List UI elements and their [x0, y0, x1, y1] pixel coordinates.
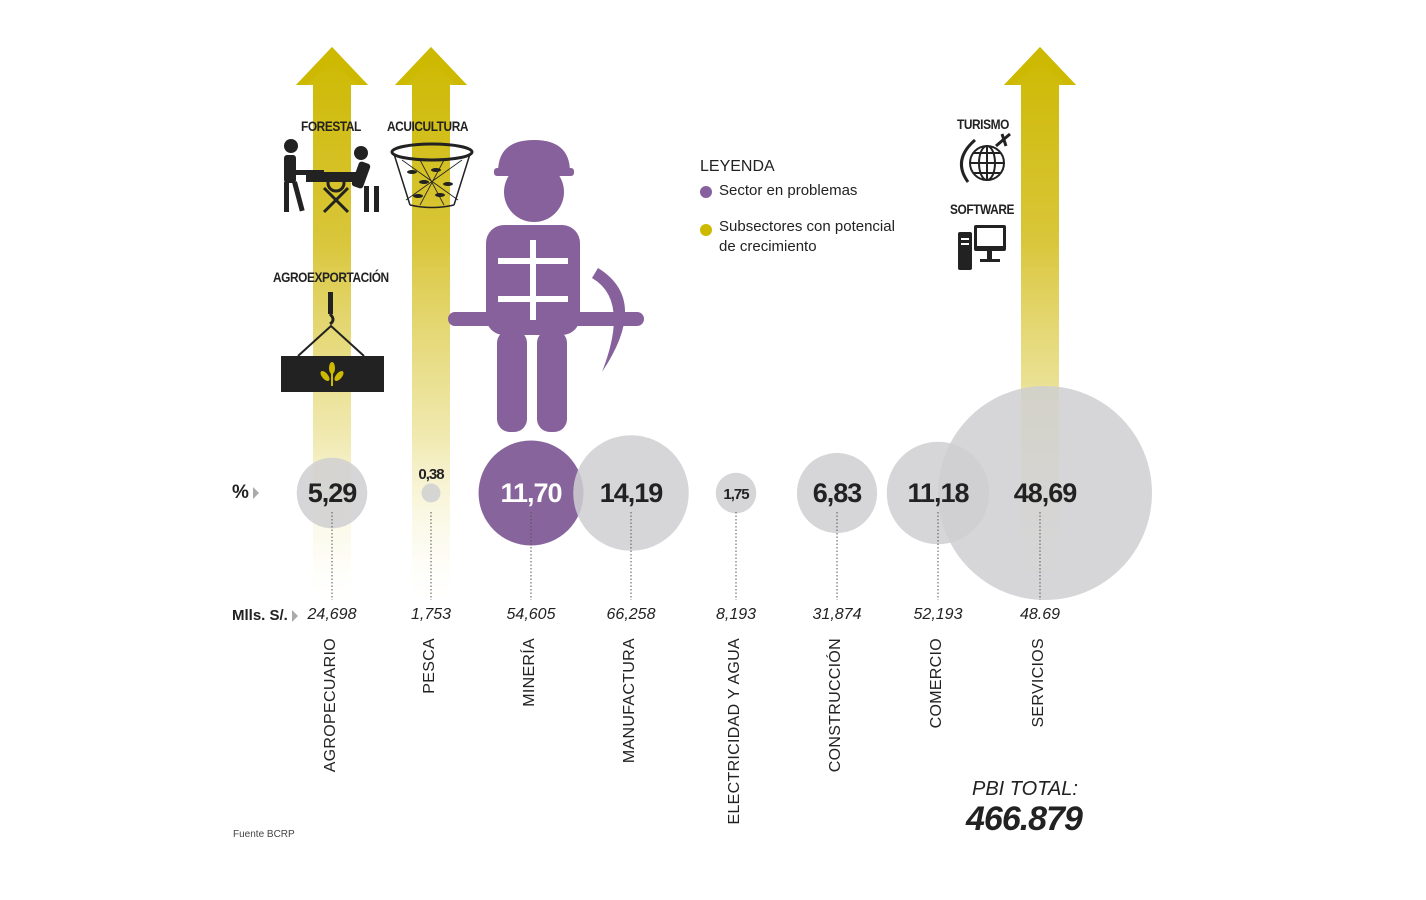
percent-value: 11,18 [907, 478, 969, 508]
bubble-0 [296, 457, 368, 529]
forestry-workers-icon [284, 139, 379, 214]
triangle-right-icon [291, 610, 298, 623]
percent-value: 48,69 [1014, 478, 1078, 508]
sector-label: PESCA [421, 638, 438, 694]
miner-worker-icon [448, 140, 644, 432]
aquaculture-net-icon [390, 142, 474, 209]
agroexport-crate-icon [281, 292, 384, 392]
percent-value: 14,19 [600, 478, 664, 508]
mils-value: 52,193 [913, 606, 963, 623]
bubble-4 [715, 472, 757, 514]
mils-value: 48.69 [1019, 606, 1061, 623]
sector-label: MINERÍA [521, 638, 538, 707]
yellow-dot-icon [700, 224, 712, 236]
percent-value: 6,83 [813, 478, 863, 508]
subsector-label-agroexportacion: AGROEXPORTACIÓN [273, 269, 389, 285]
arrow-head [1004, 47, 1076, 85]
bubble-1 [421, 483, 441, 503]
bubble-2 [478, 440, 584, 546]
tourism-globe-icon [959, 132, 1011, 183]
mils-label-text: Mlls. S/. [232, 607, 288, 624]
mils-value: 24,698 [307, 606, 357, 623]
source-note: Fuente BCRP [233, 829, 295, 840]
triangle-right-icon [252, 486, 259, 499]
bubble-3 [573, 435, 689, 551]
mils-value: 66,258 [606, 606, 656, 623]
arrow-head [395, 47, 467, 85]
percent-value: 11,70 [500, 478, 561, 508]
legend-item-potential: Subsectores con potencial de crecimiento [700, 217, 895, 257]
legend-title: LEYENDA [700, 158, 775, 175]
mils-value: 1,753 [410, 606, 452, 623]
sector-label: CONSTRUCCIÓN [827, 638, 844, 773]
legend-label: Sector en problemas [719, 182, 858, 199]
sector-label: MANUFACTURA [621, 638, 638, 764]
percent-row-label: % [232, 482, 259, 504]
sector-label: SERVICIOS [1030, 638, 1047, 728]
bubble-5 [796, 452, 878, 534]
sector-label: COMERCIO [928, 638, 945, 729]
legend-label: Subsectores con potencial [719, 218, 895, 235]
percent-label-text: % [232, 482, 249, 503]
mils-value: 31,874 [812, 606, 862, 623]
arrow-head [296, 47, 368, 85]
pbi-total-label: PBI TOTAL: [972, 778, 1078, 800]
legend-item-problem: Sector en problemas [700, 181, 858, 201]
subsector-label-turismo: TURISMO [957, 116, 1009, 132]
percent-value: 0,38 [418, 466, 444, 483]
mils-row-label: Mlls. S/. [232, 607, 298, 624]
percent-value: 1,75 [723, 486, 749, 503]
mils-value: 54,605 [506, 606, 556, 623]
bubble-7 [938, 386, 1152, 600]
subsector-label-forestal: FORESTAL [301, 118, 361, 134]
sector-label: ELECTRICIDAD Y AGUA [726, 638, 743, 825]
sector-label: AGROPECUARIO [322, 638, 339, 773]
subsector-label-software: SOFTWARE [950, 201, 1015, 217]
purple-dot-icon [700, 186, 712, 198]
software-computer-icon [958, 225, 1006, 270]
legend-label-line2: de crecimiento [719, 238, 817, 255]
pbi-total-value: 466.879 [966, 800, 1083, 838]
subsector-label-acuicultura: ACUICULTURA [387, 118, 469, 134]
mils-value: 8,193 [715, 606, 757, 623]
percent-value: 5,29 [308, 478, 358, 508]
